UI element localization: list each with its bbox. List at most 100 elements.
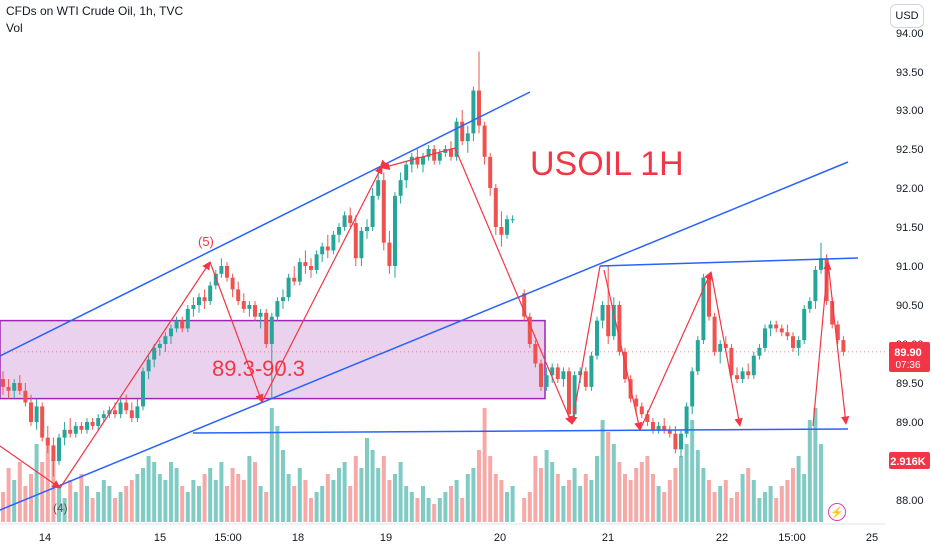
- candle-body: [712, 316, 717, 352]
- volume-bar: [135, 474, 140, 522]
- volume-bar: [662, 492, 667, 522]
- volume-bar: [118, 492, 123, 522]
- volume-bar: [465, 474, 470, 522]
- candle-body: [185, 308, 190, 329]
- candle-body: [96, 418, 101, 426]
- volume-bar: [157, 474, 162, 522]
- candle-body: [807, 301, 812, 309]
- candle-body: [690, 371, 695, 407]
- candle-body: [779, 328, 784, 333]
- candle-body: [398, 180, 403, 196]
- candle-body: [169, 328, 173, 337]
- volume-bar: [281, 450, 285, 522]
- volume-bar: [314, 492, 319, 522]
- candle-body: [819, 258, 823, 270]
- volume-bar: [667, 480, 672, 522]
- volume-bar: [589, 480, 594, 522]
- volume-bar: [337, 468, 341, 522]
- candle-body: [292, 277, 297, 282]
- candle-body: [611, 305, 616, 337]
- candle-body: [499, 227, 504, 235]
- candle-body: [197, 297, 201, 305]
- volume-bar: [34, 444, 39, 522]
- candle-body: [79, 425, 84, 430]
- volume-bar: [17, 462, 22, 522]
- volume-bar: [342, 462, 347, 522]
- candle-body: [595, 320, 599, 356]
- candle-body: [493, 188, 498, 227]
- wave-arrow: [812, 261, 832, 427]
- chart-label: USOIL 1H: [530, 145, 684, 183]
- volume-bar: [533, 456, 538, 522]
- volume-bar: [292, 486, 297, 522]
- volume-bar: [404, 486, 409, 522]
- candle-body: [482, 125, 487, 157]
- lightning-icon[interactable]: ⚡: [828, 503, 846, 521]
- candle-body: [90, 422, 95, 426]
- candle-body: [225, 266, 229, 278]
- volume-bar: [180, 486, 185, 522]
- volume-bar: [57, 486, 61, 522]
- volume-series: [1, 408, 823, 522]
- candle-body: [85, 422, 89, 430]
- volume-bar: [303, 480, 308, 522]
- time-tick: 21: [602, 532, 614, 544]
- candle-body: [606, 305, 611, 337]
- volume-bar: [174, 468, 179, 522]
- volume-bar: [141, 468, 145, 522]
- candle-body: [73, 425, 78, 434]
- candle-body: [370, 195, 375, 227]
- candle-body: [729, 347, 734, 376]
- wave-arrow: [639, 271, 712, 431]
- candle-body: [409, 156, 414, 165]
- candle-body: [589, 355, 594, 387]
- candle-body: [583, 371, 588, 387]
- time-tick: 14: [39, 532, 51, 544]
- candle-body: [135, 406, 140, 419]
- candle-body: [695, 340, 700, 372]
- volume-bar: [370, 450, 375, 522]
- candle-body: [57, 437, 61, 461]
- wave-arrow: [261, 165, 383, 403]
- volume-bar: [432, 504, 437, 522]
- candle-body: [241, 301, 246, 309]
- currency-button[interactable]: USD: [890, 4, 924, 28]
- candle-body: [258, 312, 263, 317]
- symbol-title[interactable]: CFDs on WTI Crude Oil, 1h, TVC: [6, 4, 184, 18]
- candle-body: [40, 406, 45, 438]
- volume-bar: [701, 468, 706, 522]
- candle-body: [113, 410, 117, 415]
- volume-bar: [510, 486, 515, 522]
- candle-body: [129, 410, 134, 419]
- volume-bar: [578, 486, 583, 522]
- time-tick: 15:00: [214, 532, 242, 544]
- candle-body: [555, 367, 560, 380]
- volume-bar: [527, 492, 532, 522]
- candle-body: [163, 336, 168, 344]
- wave-4-label: (4): [53, 501, 68, 515]
- volume-bar: [297, 468, 302, 522]
- volume-bar: [421, 486, 425, 522]
- price-tick: 94.00: [896, 28, 924, 40]
- volume-bar: [651, 474, 655, 522]
- candle-body: [365, 227, 369, 231]
- candle-body: [544, 375, 549, 387]
- candle-body: [673, 433, 678, 450]
- price-tick: 91.00: [896, 261, 924, 273]
- candle-body: [841, 340, 846, 352]
- candle-body: [460, 121, 465, 142]
- candle-body: [656, 425, 661, 430]
- candle-body: [510, 219, 515, 221]
- candle-body: [146, 359, 151, 372]
- candle-body: [141, 371, 145, 407]
- candle-body: [600, 305, 605, 321]
- volume-bar: [381, 456, 386, 522]
- volume-indicator-label[interactable]: Vol: [6, 21, 23, 35]
- candle-body: [393, 195, 397, 266]
- volume-bar: [488, 456, 493, 522]
- volume-bar: [555, 474, 560, 522]
- volume-bar: [712, 492, 717, 522]
- volume-bar: [595, 456, 599, 522]
- volume-bar: [600, 420, 605, 522]
